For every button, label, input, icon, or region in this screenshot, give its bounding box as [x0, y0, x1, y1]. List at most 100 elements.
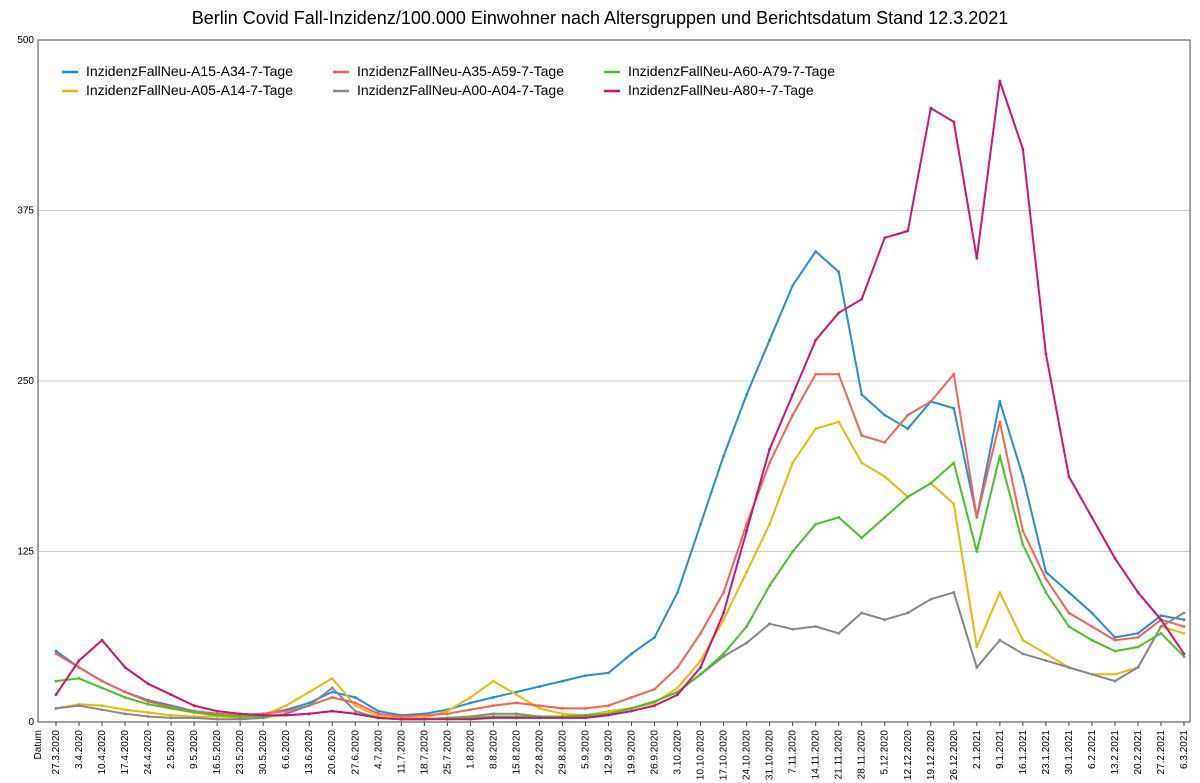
- data-point: [123, 690, 127, 694]
- data-point: [929, 106, 933, 110]
- data-point: [1113, 679, 1117, 683]
- data-point: [837, 420, 841, 424]
- data-point: [146, 682, 150, 686]
- data-point: [376, 712, 380, 716]
- data-point: [860, 297, 864, 301]
- data-point: [998, 638, 1002, 642]
- data-point: [584, 674, 587, 678]
- data-point: [515, 716, 518, 720]
- data-point: [883, 618, 887, 622]
- data-point: [1090, 672, 1094, 676]
- data-point: [100, 638, 104, 642]
- data-point: [491, 712, 495, 716]
- data-point: [1090, 611, 1094, 615]
- data-point: [791, 627, 795, 631]
- legend-label: InzidenzFallNeu-A60-A79-7-Tage: [628, 63, 835, 79]
- data-point: [906, 229, 910, 233]
- data-point: [515, 690, 518, 694]
- series-line: [55, 373, 1185, 718]
- data-point: [1136, 636, 1140, 639]
- x-tick-label: 24.4.2020: [143, 730, 154, 775]
- data-point: [607, 671, 610, 675]
- data-point: [468, 696, 472, 699]
- data-point: [745, 625, 749, 628]
- data-point: [722, 618, 725, 622]
- data-point: [906, 413, 910, 417]
- data-point: [284, 713, 288, 717]
- data-point: [284, 709, 288, 713]
- data-point: [998, 79, 1002, 83]
- data-point: [837, 631, 841, 635]
- data-point: [768, 447, 772, 451]
- chart-title: Berlin Covid Fall-Inzidenz/100.000 Einwo…: [191, 8, 1009, 28]
- x-tick-label: 3.10.2020: [673, 730, 684, 775]
- x-tick-label: 20.2.2021: [1133, 730, 1144, 775]
- data-point: [584, 706, 587, 710]
- grid-layer: [38, 210, 1190, 552]
- data-point: [768, 584, 772, 587]
- data-point: [491, 716, 495, 720]
- data-point: [952, 591, 956, 594]
- data-point: [1182, 618, 1186, 622]
- x-tick-label: 19.12.2020: [926, 730, 937, 780]
- data-point: [653, 636, 656, 639]
- data-point: [561, 716, 564, 720]
- data-point: [745, 570, 749, 574]
- x-tick-label: 23.1.2021: [1041, 730, 1052, 775]
- data-point: [722, 591, 725, 594]
- data-point: [676, 591, 679, 594]
- series-line: [55, 420, 1185, 719]
- data-point: [1159, 631, 1163, 635]
- data-point: [538, 706, 541, 710]
- data-point: [929, 400, 933, 403]
- data-point: [630, 696, 633, 699]
- data-point: [906, 611, 910, 615]
- data-point: [399, 715, 403, 718]
- data-point: [630, 652, 633, 656]
- x-tick-label: 10.10.2020: [696, 730, 707, 780]
- x-tick-label: 10.4.2020: [97, 730, 108, 775]
- data-point: [998, 420, 1002, 424]
- data-point: [77, 666, 81, 669]
- x-tick-label: 3.4.2020: [74, 730, 85, 769]
- series-layer: [54, 79, 1186, 721]
- x-tick-label: 23.5.2020: [235, 730, 246, 775]
- data-point: [1021, 543, 1025, 547]
- data-point: [722, 655, 725, 658]
- data-point: [1067, 666, 1071, 669]
- x-tick-label: 12.12.2020: [903, 730, 914, 780]
- legend-label: InzidenzFallNeu-A00-A04-7-Tage: [357, 82, 564, 98]
- data-point: [445, 709, 449, 713]
- data-point: [929, 481, 933, 485]
- data-point: [238, 717, 242, 721]
- data-point: [791, 284, 795, 287]
- data-point: [1113, 556, 1117, 560]
- series-line: [55, 591, 1185, 721]
- data-point: [837, 311, 841, 315]
- data-point: [952, 120, 956, 124]
- legend-label: InzidenzFallNeu-A05-A14-7-Tage: [86, 82, 293, 98]
- data-point: [1044, 570, 1048, 574]
- data-point: [468, 708, 472, 712]
- series-line: [55, 250, 1185, 717]
- data-point: [376, 709, 380, 713]
- data-point: [169, 713, 173, 717]
- data-point: [330, 696, 334, 699]
- data-point: [445, 712, 449, 716]
- data-point: [883, 413, 887, 417]
- data-point: [146, 702, 150, 706]
- x-tick-label: 13.2.2021: [1110, 730, 1121, 775]
- data-point: [1182, 655, 1186, 658]
- data-point: [1067, 475, 1071, 478]
- data-point: [906, 495, 910, 499]
- data-point: [307, 704, 311, 708]
- data-point: [1044, 352, 1048, 356]
- data-point: [630, 709, 633, 713]
- data-point: [100, 679, 104, 683]
- data-point: [330, 690, 334, 694]
- data-point: [1090, 625, 1094, 628]
- data-point: [699, 522, 702, 526]
- data-point: [699, 631, 702, 635]
- data-point: [952, 406, 956, 410]
